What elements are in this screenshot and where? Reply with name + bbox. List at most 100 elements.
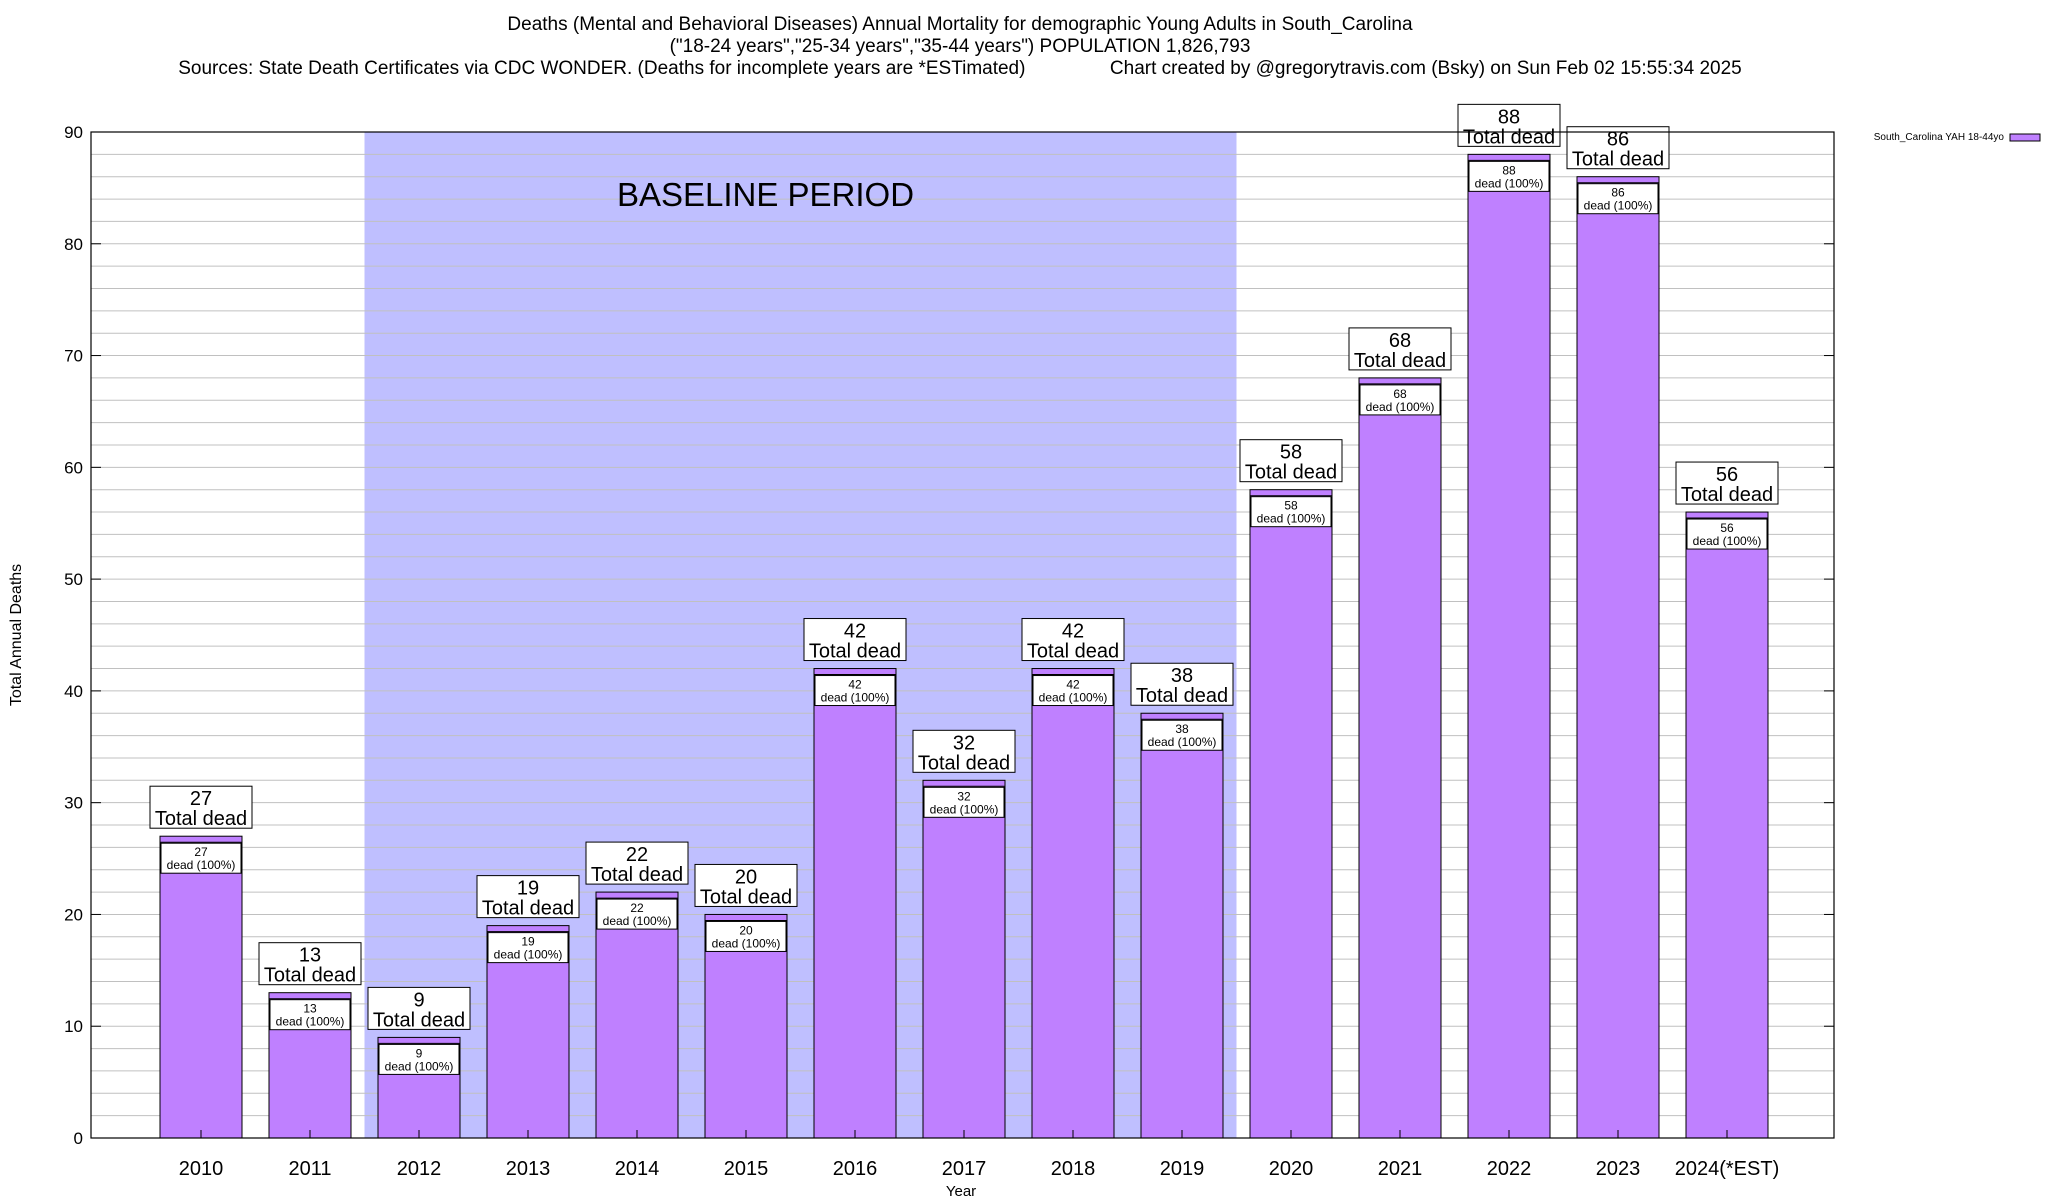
x-tick-label: 2023: [1596, 1158, 1641, 1180]
chart-title-line-1: Deaths (Mental and Behavioral Diseases) …: [507, 14, 1413, 35]
inner-label-value: 42: [1066, 678, 1080, 692]
inner-label-value: 22: [630, 901, 644, 915]
x-tick-label: 2011: [288, 1158, 331, 1180]
y-tick-label: 40: [64, 682, 83, 701]
x-tick-label: 2018: [1051, 1158, 1096, 1180]
inner-label-text: dead (100%): [712, 936, 781, 950]
x-tick-label: 2012: [397, 1158, 442, 1180]
inner-label-value: 20: [739, 923, 753, 937]
x-tick-label: 2014: [615, 1158, 660, 1180]
legend-swatch: [2009, 133, 2041, 142]
top-label-text: Total dead: [1463, 126, 1555, 148]
inner-label-text: dead (100%): [494, 948, 563, 962]
inner-label-value: 68: [1393, 387, 1407, 401]
top-label-box: [585, 841, 689, 885]
y-tick-label: 10: [64, 1017, 83, 1036]
x-tick-label: 2019: [1160, 1158, 1205, 1180]
y-tick-label: 20: [64, 905, 83, 924]
top-label-value: 42: [844, 621, 866, 643]
top-label-value: 42: [1062, 621, 1084, 643]
y-tick-label: 30: [64, 794, 83, 813]
top-label-value: 32: [953, 732, 975, 754]
y-tick-label: 70: [64, 347, 83, 366]
inner-label-box: [1577, 183, 1659, 215]
top-label-box: [912, 729, 1016, 773]
top-label-box: [476, 875, 580, 919]
inner-label-text: dead (100%): [1366, 400, 1435, 414]
x-tick-label: 2022: [1487, 1158, 1532, 1180]
bar-2016: [813, 668, 897, 1139]
inner-label-value: 42: [848, 678, 862, 692]
inner-label-text: dead (100%): [1475, 176, 1544, 190]
top-label-text: Total dead: [1681, 484, 1773, 506]
bar-2010: [159, 835, 243, 1139]
inner-label-text: dead (100%): [385, 1059, 454, 1073]
x-tick-label: 2010: [179, 1158, 224, 1180]
inner-label-value: 9: [416, 1046, 423, 1060]
inner-label-box: [596, 898, 678, 930]
top-label-text: Total dead: [1245, 462, 1337, 484]
inner-label-text: dead (100%): [603, 914, 672, 928]
x-axis-label: Year: [946, 1183, 976, 1200]
plot-border: [90, 131, 1835, 1139]
chart-title-line-2: ("18-24 years","25-34 years","35-44 year…: [669, 36, 1251, 57]
x-tick-label: 2020: [1269, 1158, 1314, 1180]
top-label-text: Total dead: [373, 1009, 465, 1031]
top-label-value: 68: [1389, 330, 1411, 352]
inner-label-value: 56: [1720, 521, 1734, 535]
chart-title-line-3: Sources: State Death Certificates via CD…: [178, 58, 1742, 79]
bar-2023: [1576, 176, 1660, 1139]
top-label-text: Total dead: [1572, 149, 1664, 171]
inner-label-text: dead (100%): [1148, 735, 1217, 749]
inner-label-box: [1250, 496, 1332, 528]
inner-label-box: [1141, 719, 1223, 751]
top-label-text: Total dead: [918, 752, 1010, 774]
inner-label-text: dead (100%): [1693, 534, 1762, 548]
inner-label-text: dead (100%): [1257, 512, 1326, 526]
chart-title: Deaths (Mental and Behavioral Diseases) …: [0, 14, 1920, 80]
inner-label-box: [487, 932, 569, 964]
top-label-text: Total dead: [264, 965, 356, 987]
top-label-value: 38: [1171, 665, 1193, 687]
inner-label-box: [1468, 160, 1550, 192]
top-label-value: 20: [735, 866, 757, 888]
top-label-box: [803, 618, 907, 662]
inner-label-box: [1686, 518, 1768, 550]
inner-label-box: [705, 920, 787, 952]
inner-label-box: [160, 842, 242, 874]
top-label-box: [1348, 327, 1452, 371]
x-tick-label: 2024(*EST): [1675, 1158, 1780, 1180]
x-tick-label: 2021: [1378, 1158, 1423, 1180]
inner-label-value: 86: [1611, 186, 1625, 200]
inner-label-value: 27: [194, 845, 208, 859]
inner-label-box: [1359, 384, 1441, 416]
x-tick-label: 2013: [506, 1158, 551, 1180]
top-label-value: 86: [1607, 129, 1629, 151]
bar-2024(*EST): [1685, 511, 1769, 1139]
top-label-value: 13: [299, 945, 321, 967]
top-label-value: 58: [1280, 442, 1302, 464]
top-label-text: Total dead: [482, 898, 574, 920]
inner-label-text: dead (100%): [930, 802, 999, 816]
y-axis-label: Total Annual Deaths: [8, 564, 25, 706]
bar-2018: [1031, 668, 1115, 1139]
x-tick-label: 2016: [833, 1158, 878, 1180]
inner-label-box: [923, 786, 1005, 818]
bar-2022: [1467, 153, 1551, 1139]
inner-label-box: [378, 1043, 460, 1075]
top-label-box: [1457, 103, 1561, 147]
top-label-text: Total dead: [1136, 685, 1228, 707]
inner-label-text: dead (100%): [276, 1015, 345, 1029]
y-tick-label: 60: [64, 458, 83, 477]
top-label-box: [1675, 461, 1779, 505]
inner-label-value: 19: [521, 935, 535, 949]
top-label-box: [1021, 618, 1125, 662]
top-label-box: [149, 785, 253, 829]
top-label-text: Total dead: [155, 808, 247, 830]
legend-label: South_Carolina YAH 18-44yo: [1874, 132, 2005, 143]
top-label-text: Total dead: [591, 864, 683, 886]
bar-2019: [1140, 712, 1224, 1139]
inner-label-value: 38: [1175, 722, 1189, 736]
top-label-value: 56: [1716, 464, 1738, 486]
